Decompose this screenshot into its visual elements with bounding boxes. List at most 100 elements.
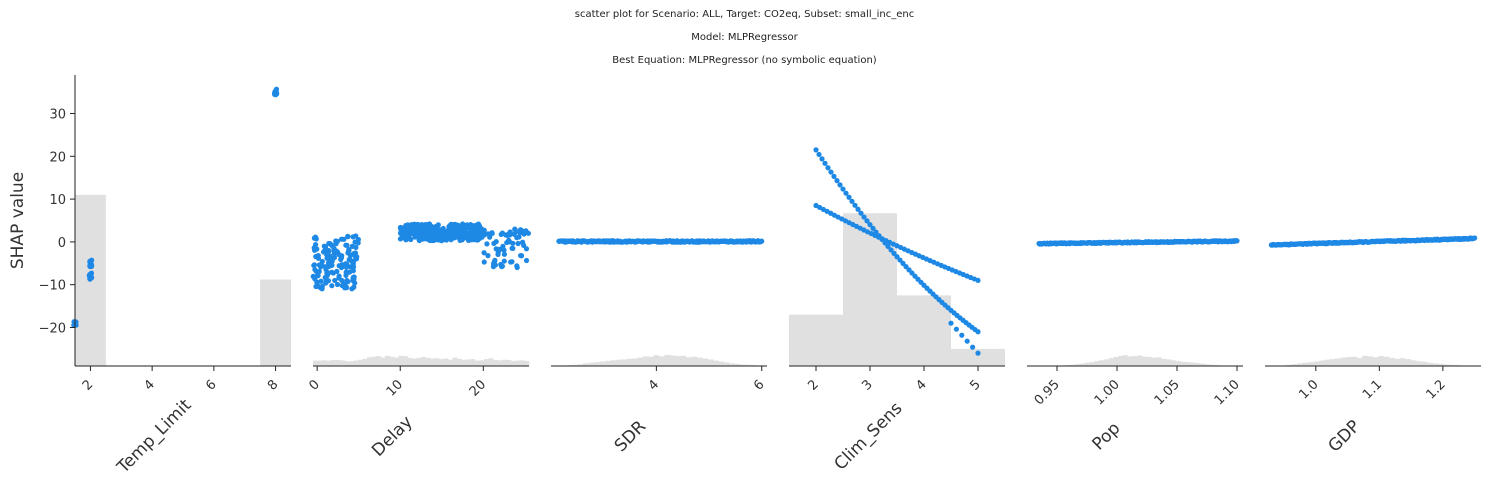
data-point [1472, 235, 1478, 241]
data-point [837, 182, 843, 188]
data-point [322, 274, 328, 281]
hist-bar [1346, 357, 1352, 366]
x-tick-label: 0 [307, 377, 323, 393]
hist-bar [1443, 364, 1449, 366]
hist-bar [322, 360, 327, 366]
data-point [438, 229, 444, 235]
hist-bar [1286, 364, 1293, 366]
data-point [318, 278, 324, 284]
data-point [475, 221, 482, 227]
hist-bar [659, 356, 665, 366]
hist-bar [439, 359, 444, 366]
hist-bar [1123, 355, 1129, 366]
data-point [507, 232, 513, 238]
hist-bar [605, 360, 611, 366]
data-point [948, 320, 954, 326]
hist-bar [1079, 363, 1085, 366]
data-point [510, 245, 516, 252]
data-point [321, 249, 327, 255]
hist-bar [1367, 356, 1374, 366]
data-point [312, 276, 318, 282]
y-tick-label: −20 [39, 321, 66, 336]
hist-bar [1108, 358, 1114, 366]
data-point [515, 240, 521, 247]
data-point [432, 227, 438, 233]
data-point [341, 236, 347, 242]
hist-bar [713, 360, 719, 366]
hist-bar [1142, 356, 1148, 366]
hist-bar [588, 362, 595, 366]
data-point [315, 253, 321, 259]
hist-bar [626, 358, 633, 366]
y-tick-label: −10 [39, 279, 66, 294]
hist-bar [326, 360, 332, 366]
hist-bar [1362, 355, 1368, 366]
data-point [498, 231, 504, 238]
data-point [464, 230, 470, 236]
hist-bar [675, 356, 681, 366]
data-point [345, 233, 351, 239]
hist-bar [1416, 361, 1422, 366]
data-point [501, 258, 507, 264]
data-point [346, 248, 352, 254]
hist-bar [1103, 359, 1109, 366]
data-point [481, 230, 487, 236]
y-tick-label: 0 [58, 236, 66, 251]
x-tick-label: 1.05 [1152, 377, 1183, 408]
data-point [400, 225, 406, 231]
data-point [350, 277, 356, 284]
data-point [332, 277, 338, 284]
data-point [88, 263, 95, 269]
hist-bar [1195, 363, 1201, 366]
data-point [970, 344, 976, 350]
y-tick-label: 30 [49, 108, 66, 123]
panel-delay: 0 10 20 Delay [307, 221, 532, 461]
hist-bar [1185, 362, 1191, 366]
data-point [894, 254, 900, 260]
data-point [416, 237, 422, 243]
x-tick-label: 4 [646, 377, 662, 393]
data-point [517, 227, 524, 233]
hist-bar [1394, 358, 1401, 366]
data-point [336, 275, 342, 281]
hist-bar [648, 356, 654, 366]
x-tick-label: 1.0 [1296, 377, 1321, 402]
x-axis-label: Temp_Limit [113, 395, 196, 478]
y-axis: 30 20 10 0 −10 −20 [39, 75, 76, 366]
data-point [438, 237, 445, 243]
hist-bar [502, 359, 507, 366]
hist-bar [843, 213, 897, 366]
hist-bar [1161, 358, 1167, 366]
hist-bar [702, 358, 708, 366]
y-tick-label: 10 [49, 193, 66, 208]
data-point [813, 147, 819, 153]
data-point [475, 237, 481, 243]
x-tick-label: 10 [384, 377, 406, 399]
hist-bar [637, 357, 644, 366]
hist-bar [488, 358, 494, 366]
data-point [319, 283, 325, 289]
x-tick-label: 1.1 [1360, 377, 1385, 402]
data-point [506, 237, 512, 243]
data-point [825, 165, 831, 171]
x-tick-label: 1.00 [1092, 377, 1123, 408]
hist-bar [1400, 358, 1406, 366]
data-point [953, 326, 960, 332]
hist-bar [951, 348, 1005, 366]
hist-bar [696, 357, 703, 366]
hist-bar [615, 359, 622, 366]
data-point [400, 234, 406, 240]
data-point [870, 225, 876, 231]
hist-bar [1175, 361, 1181, 366]
panel-temp_limit: 2 4 6 8 Temp_Limit [71, 86, 291, 478]
data-point [489, 230, 495, 237]
x-tick-label: 1.10 [1212, 377, 1243, 408]
hist-bar [515, 360, 521, 366]
data-point [327, 263, 333, 269]
data-point [525, 230, 532, 236]
hist-bar [376, 356, 381, 366]
hist-bar [1437, 363, 1444, 366]
data-point [759, 238, 765, 244]
hist-bar [729, 363, 735, 366]
data-point [345, 279, 351, 285]
